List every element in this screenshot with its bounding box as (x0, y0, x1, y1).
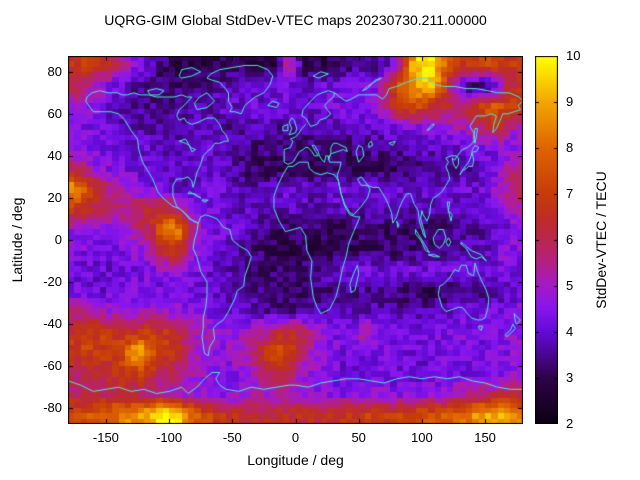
x-tick-label: 50 (351, 430, 366, 445)
y-tick-label: -40 (43, 316, 62, 332)
y-tick-label: 0 (54, 232, 62, 247)
y-tick-label: 40 (47, 147, 62, 163)
x-tick-label: -50 (222, 430, 242, 445)
x-tick-label: 0 (291, 430, 300, 445)
colorbar-tick-label: 10 (566, 48, 581, 63)
x-tick-label: -150 (92, 430, 119, 445)
colorbar-tick-label: 2 (566, 416, 574, 431)
y-tick-label: -20 (43, 274, 62, 290)
colorbar-tick-label: 3 (566, 370, 574, 385)
colorbar-tick-label: 8 (566, 140, 574, 155)
colorbar-tick-label: 9 (566, 94, 574, 109)
y-tick-label: -80 (43, 400, 62, 416)
colorbar-tick-label: 5 (566, 278, 574, 293)
colorbar-canvas (535, 56, 558, 424)
colorbar-tick-label: 4 (566, 324, 574, 339)
colorbar-tick-label: 6 (566, 232, 574, 247)
x-axis-label: Longitude / deg (247, 452, 344, 468)
x-tick-label: 100 (411, 430, 433, 445)
y-tick-label: 80 (47, 63, 62, 79)
colorbar-label: StdDev-VTEC / TECU (593, 171, 609, 309)
x-tick-label: -100 (156, 430, 183, 445)
vtec-heatmap-canvas (68, 56, 523, 424)
y-tick-label: -60 (43, 358, 62, 374)
colorbar-tick-label: 7 (566, 186, 574, 201)
x-tick-label: 150 (474, 430, 496, 445)
y-tick-label: 20 (47, 189, 62, 205)
chart-title: UQRG-GIM Global StdDev-VTEC maps 2023073… (104, 12, 487, 28)
y-axis-label: Latitude / deg (9, 197, 25, 283)
y-tick-label: 60 (47, 105, 62, 121)
